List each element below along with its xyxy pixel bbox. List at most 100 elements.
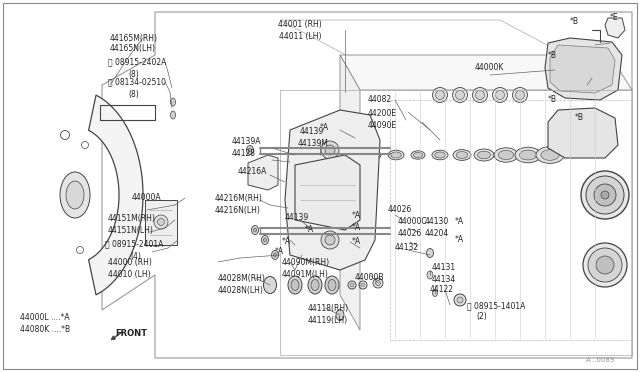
Ellipse shape xyxy=(325,276,339,294)
Text: 44216A: 44216A xyxy=(238,167,268,176)
Text: 44000L ....*A: 44000L ....*A xyxy=(20,314,70,323)
Ellipse shape xyxy=(376,280,381,285)
Text: *B: *B xyxy=(575,113,584,122)
Text: 44082: 44082 xyxy=(368,96,392,105)
Text: 44026: 44026 xyxy=(388,205,412,215)
Bar xyxy=(145,200,177,245)
Text: 44091M(LH): 44091M(LH) xyxy=(282,269,329,279)
Text: 44090M(RH): 44090M(RH) xyxy=(282,257,330,266)
Ellipse shape xyxy=(321,150,339,160)
Text: 44001 (RH): 44001 (RH) xyxy=(278,20,322,29)
Text: *A: *A xyxy=(275,247,284,257)
Ellipse shape xyxy=(325,145,335,155)
Ellipse shape xyxy=(311,279,319,291)
Ellipse shape xyxy=(248,148,252,152)
Text: (4): (4) xyxy=(130,251,141,260)
Ellipse shape xyxy=(336,310,344,321)
Ellipse shape xyxy=(581,171,629,219)
Ellipse shape xyxy=(154,215,168,229)
Ellipse shape xyxy=(252,225,259,234)
Text: ⓦ 08915-1401A: ⓦ 08915-1401A xyxy=(467,301,525,311)
Text: 44165M(RH): 44165M(RH) xyxy=(110,33,158,42)
Ellipse shape xyxy=(456,151,468,158)
Text: 44165N(LH): 44165N(LH) xyxy=(110,44,156,52)
Polygon shape xyxy=(340,55,360,330)
Ellipse shape xyxy=(454,294,466,306)
Ellipse shape xyxy=(433,289,438,296)
Ellipse shape xyxy=(391,152,401,158)
Text: 44132: 44132 xyxy=(395,244,419,253)
Ellipse shape xyxy=(457,297,463,303)
Polygon shape xyxy=(285,110,380,270)
Ellipse shape xyxy=(328,279,336,291)
Ellipse shape xyxy=(170,98,175,106)
Ellipse shape xyxy=(583,243,627,287)
Ellipse shape xyxy=(541,150,559,160)
Text: *B: *B xyxy=(548,96,557,105)
Ellipse shape xyxy=(413,153,422,158)
Text: 44139A: 44139A xyxy=(232,138,262,147)
Text: 44134: 44134 xyxy=(432,276,456,285)
Ellipse shape xyxy=(308,276,322,294)
Text: *A: *A xyxy=(352,237,361,247)
Ellipse shape xyxy=(495,90,504,99)
Ellipse shape xyxy=(588,248,622,282)
Ellipse shape xyxy=(361,283,365,287)
Text: 44028M(RH): 44028M(RH) xyxy=(218,273,266,282)
Text: 44151M(RH): 44151M(RH) xyxy=(108,214,156,222)
Ellipse shape xyxy=(271,250,278,260)
Polygon shape xyxy=(605,18,625,38)
Text: 44000 (RH): 44000 (RH) xyxy=(108,257,152,266)
Text: 44200E: 44200E xyxy=(368,109,397,118)
Text: 44139M: 44139M xyxy=(298,140,329,148)
Text: 44151N(LH): 44151N(LH) xyxy=(108,225,154,234)
Text: 44080K ....*B: 44080K ....*B xyxy=(20,326,70,334)
Text: 44131: 44131 xyxy=(432,263,456,273)
Text: ⓦ 08915-2401A: ⓦ 08915-2401A xyxy=(105,240,163,248)
Ellipse shape xyxy=(472,87,488,103)
Ellipse shape xyxy=(594,184,616,206)
Text: *A: *A xyxy=(320,124,329,132)
Polygon shape xyxy=(550,45,615,93)
Ellipse shape xyxy=(170,111,175,119)
Text: 44216M(RH): 44216M(RH) xyxy=(215,193,263,202)
Text: *A: *A xyxy=(352,224,361,232)
Text: *A: *A xyxy=(352,211,361,219)
Ellipse shape xyxy=(586,176,624,214)
Ellipse shape xyxy=(520,150,536,160)
Ellipse shape xyxy=(347,152,357,158)
Ellipse shape xyxy=(325,235,335,245)
Text: *A: *A xyxy=(305,225,314,234)
Ellipse shape xyxy=(498,150,514,160)
Ellipse shape xyxy=(493,87,508,103)
Ellipse shape xyxy=(515,90,525,99)
Text: *B: *B xyxy=(570,17,579,26)
Ellipse shape xyxy=(373,278,383,288)
Text: 44130: 44130 xyxy=(425,218,449,227)
Ellipse shape xyxy=(435,152,445,158)
Text: Ⓑ 08134-02510: Ⓑ 08134-02510 xyxy=(108,77,166,87)
Text: *A: *A xyxy=(455,235,464,244)
Ellipse shape xyxy=(515,147,541,163)
Ellipse shape xyxy=(369,153,378,158)
Ellipse shape xyxy=(253,228,257,232)
Text: (8): (8) xyxy=(128,70,139,78)
Ellipse shape xyxy=(411,151,425,159)
Ellipse shape xyxy=(321,141,339,159)
Text: *A: *A xyxy=(282,237,291,247)
Text: 44204: 44204 xyxy=(425,230,449,238)
Ellipse shape xyxy=(344,150,360,160)
Text: (2): (2) xyxy=(476,311,487,321)
Text: 44000C: 44000C xyxy=(398,218,428,227)
Ellipse shape xyxy=(157,218,164,225)
Ellipse shape xyxy=(601,191,609,199)
Ellipse shape xyxy=(350,283,354,287)
Ellipse shape xyxy=(66,181,84,209)
Ellipse shape xyxy=(367,151,381,159)
Ellipse shape xyxy=(476,90,484,99)
Ellipse shape xyxy=(435,90,445,99)
Ellipse shape xyxy=(536,147,564,163)
Ellipse shape xyxy=(291,279,299,291)
Ellipse shape xyxy=(273,253,276,257)
Ellipse shape xyxy=(453,150,471,160)
